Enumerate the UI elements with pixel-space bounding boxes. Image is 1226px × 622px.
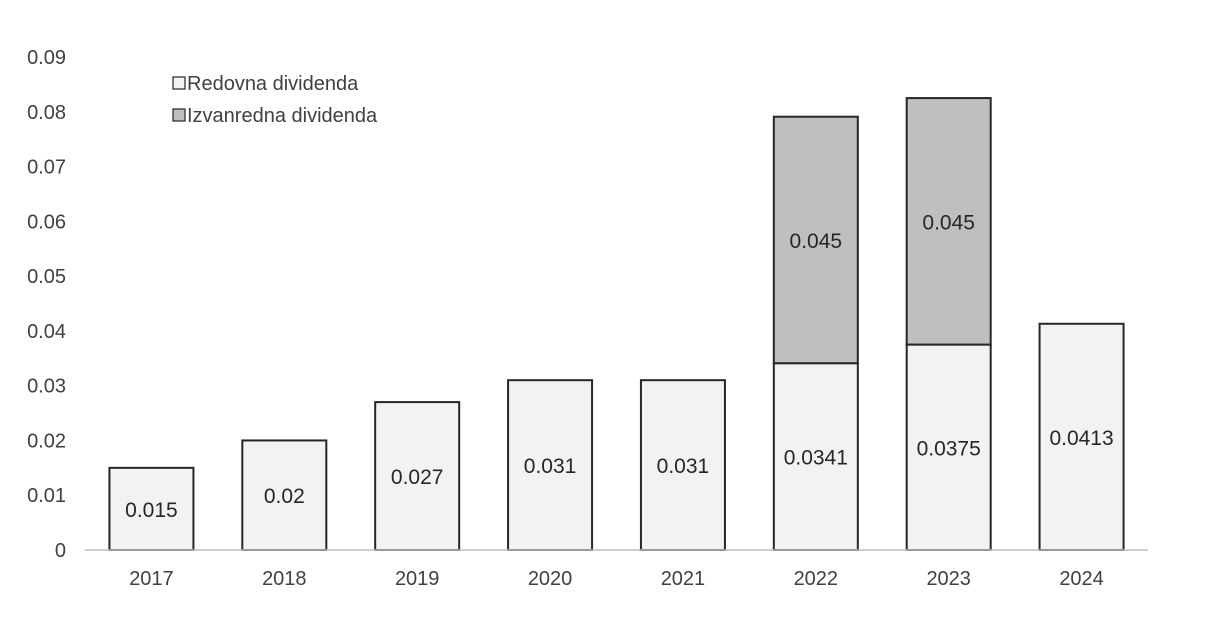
x-tick-label: 2019: [395, 568, 440, 590]
bar-redovna: [507, 379, 594, 552]
bar-redovna: [374, 401, 461, 551]
bar-redovna: [905, 343, 992, 552]
data-label: 0.0341: [784, 447, 848, 470]
y-tick-label: 0.08: [27, 102, 66, 124]
y-tick-label: 0.01: [27, 485, 66, 507]
y-tick-label: 0.06: [27, 211, 66, 233]
data-label: 0.045: [790, 230, 843, 253]
data-label: 0.027: [391, 466, 444, 489]
x-tick-label: 2023: [926, 568, 971, 590]
y-tick-label: 0.03: [27, 376, 66, 398]
legend-label: Izvanredna dividenda: [187, 105, 378, 127]
y-tick-label: 0.04: [27, 321, 66, 343]
x-tick-label: 2018: [262, 568, 307, 590]
y-tick-label: 0: [55, 540, 66, 562]
data-label: 0.031: [524, 455, 577, 478]
bar-izvanredna: [772, 115, 859, 365]
data-label: 0.02: [264, 485, 305, 508]
legend: Redovna dividenda Izvanredna dividenda: [172, 73, 378, 127]
x-tick-label: 2020: [528, 568, 573, 590]
data-label: 0.0413: [1049, 427, 1113, 450]
bar-redovna: [772, 362, 859, 551]
legend-swatch: [172, 76, 186, 90]
data-label: 0.015: [125, 499, 178, 522]
y-axis: 0 0.01 0.02 0.03 0.04 0.05 0.06 0.07 0.08 0.09: [27, 47, 66, 562]
data-label: 0.045: [922, 211, 975, 234]
x-tick-label: 2022: [794, 568, 839, 590]
y-tick-label: 0.09: [27, 47, 66, 69]
bar-redovna: [108, 466, 195, 552]
x-axis: 2017 2018 2019 2020 2021 2022 2023 2024: [85, 549, 1148, 590]
legend-label: Redovna dividenda: [187, 73, 359, 95]
y-tick-label: 0.05: [27, 266, 66, 288]
data-label: 0.031: [657, 455, 710, 478]
bar-redovna: [1038, 322, 1125, 552]
data-label: 0.0375: [917, 437, 981, 460]
legend-swatch: [172, 108, 186, 122]
x-tick-label: 2017: [129, 568, 174, 590]
bar-redovna: [241, 439, 328, 552]
bar-izvanredna: [905, 97, 992, 346]
y-tick-label: 0.07: [27, 157, 66, 179]
y-tick-label: 0.02: [27, 430, 66, 452]
x-tick-label: 2021: [661, 568, 706, 590]
bars: [108, 97, 1125, 552]
data-labels: 0.015 0.02 0.027 0.031 0.031 0.0341 0.045 0.037…: [125, 211, 1114, 522]
x-tick-label: 2024: [1059, 568, 1104, 590]
